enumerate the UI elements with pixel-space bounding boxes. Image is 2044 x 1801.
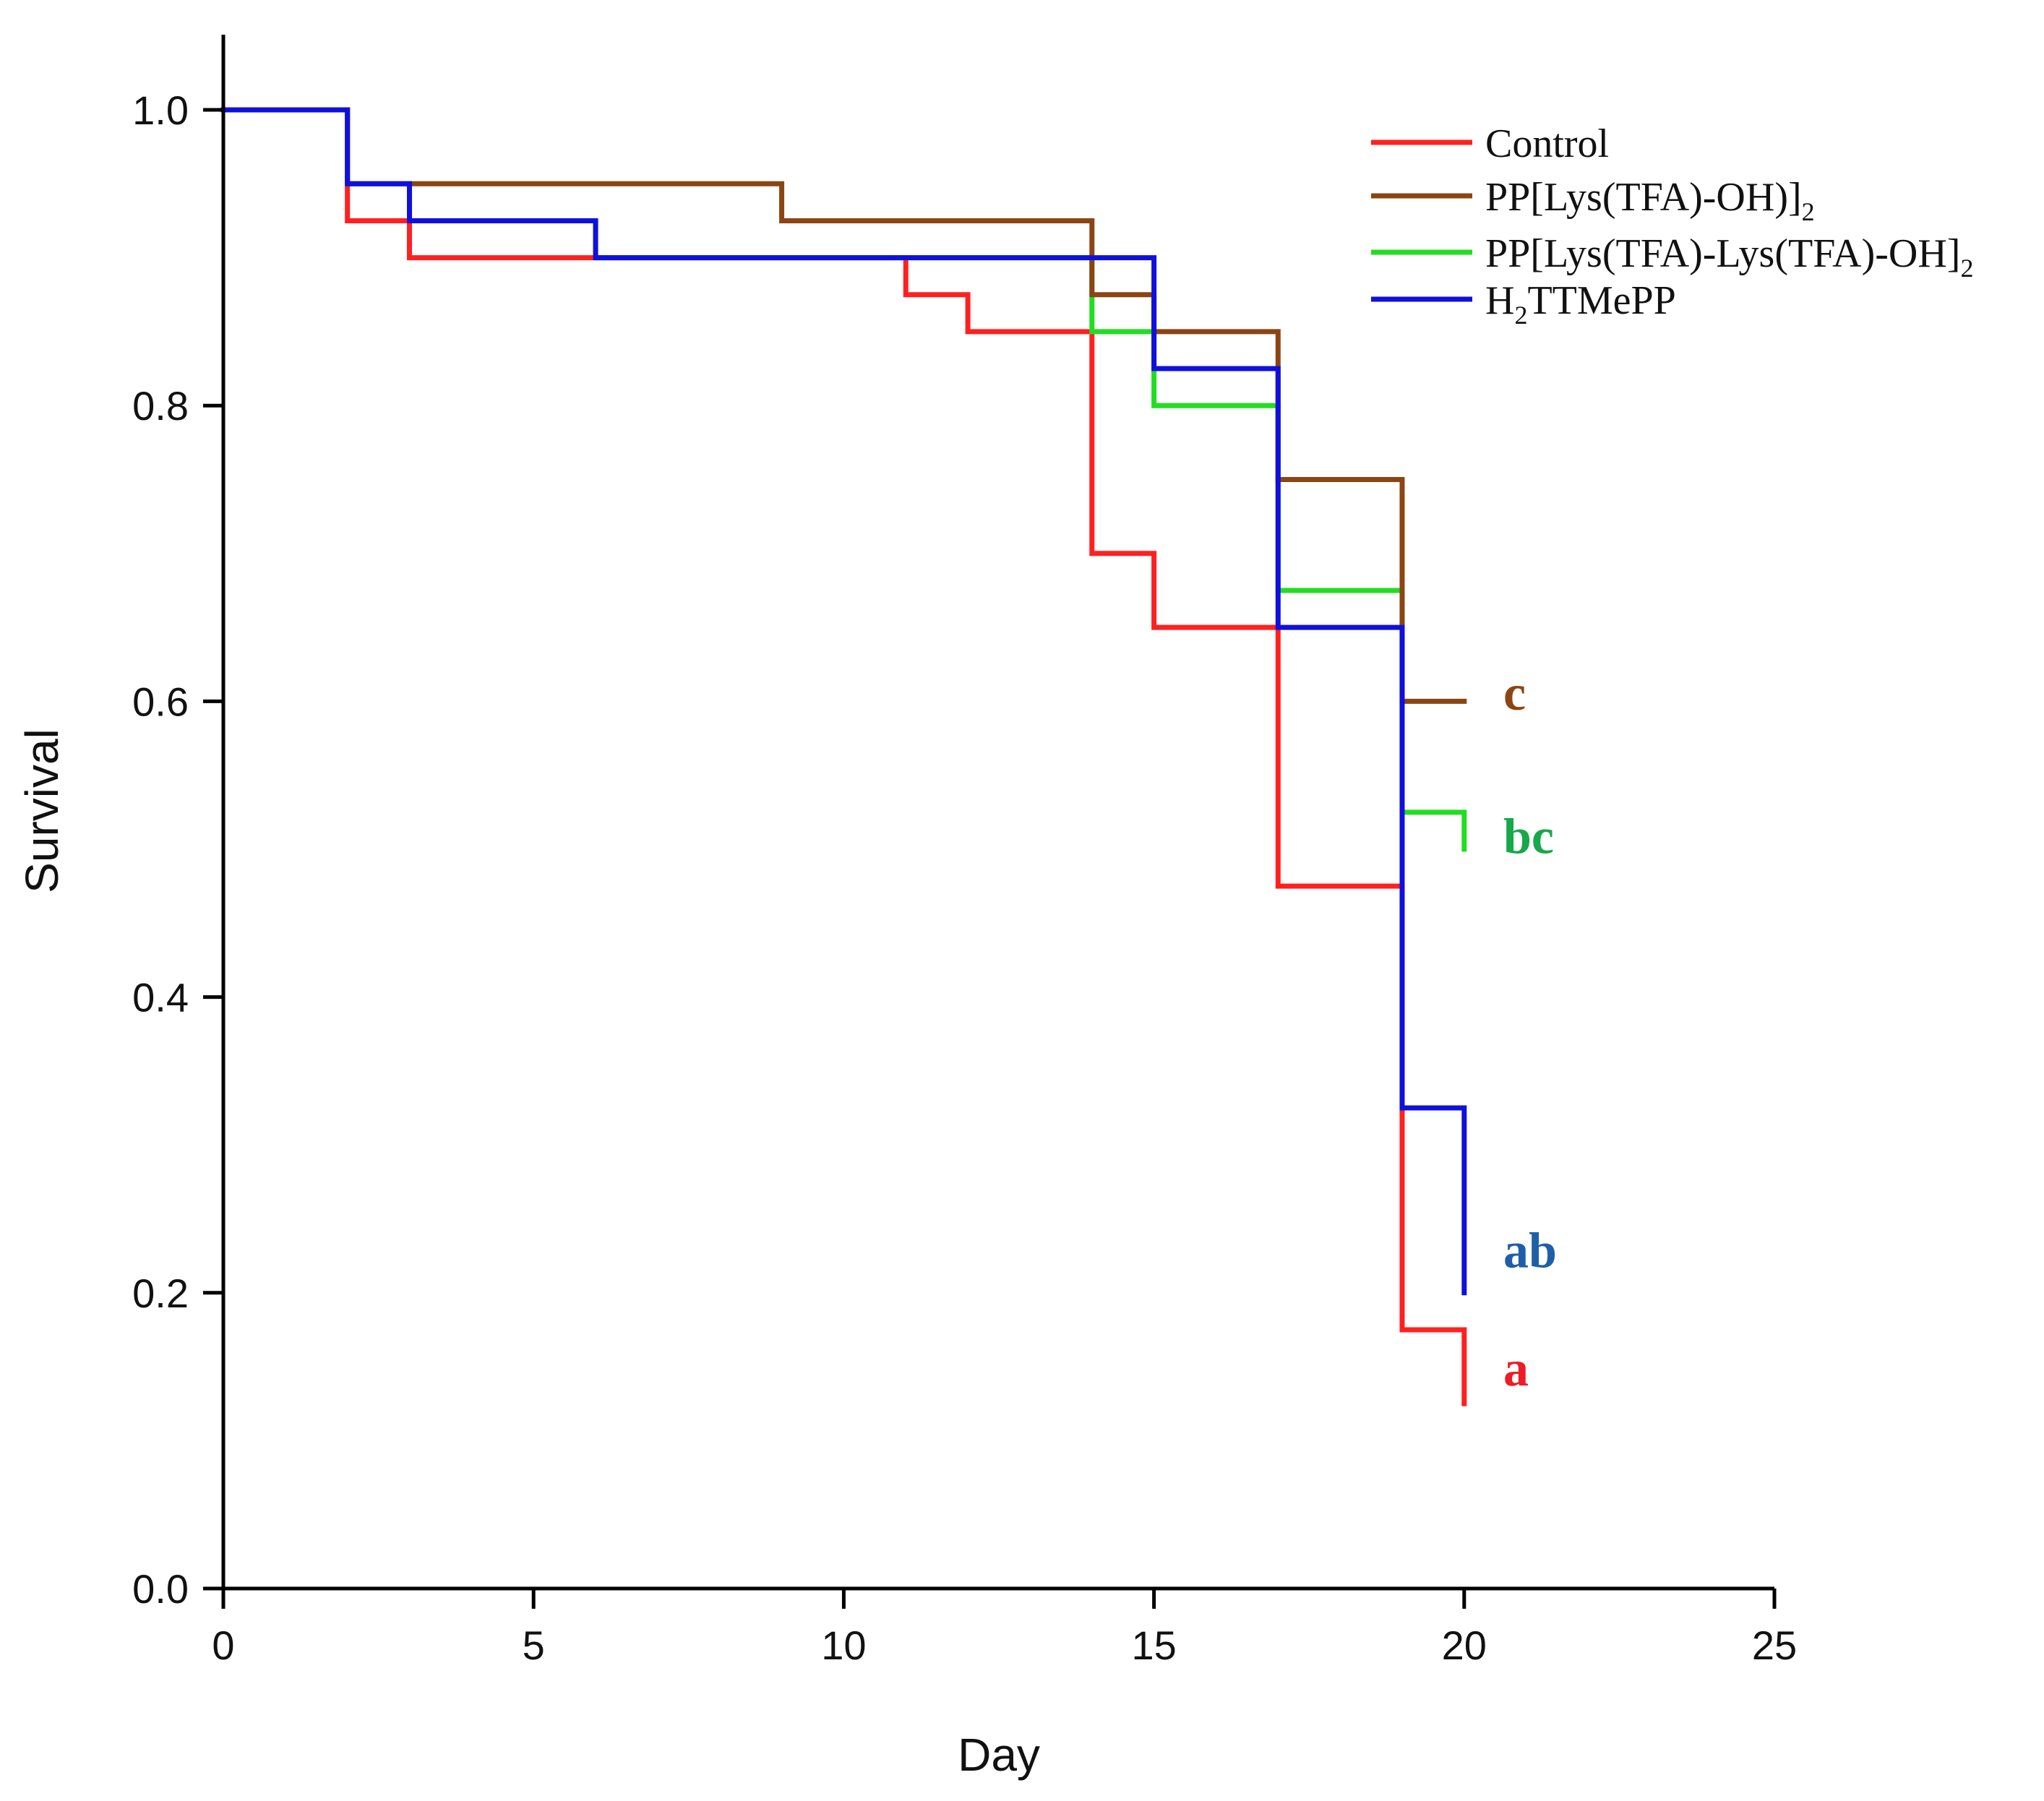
legend-text-part: Control [1485, 121, 1609, 166]
legend-label-3: PP[Lys(TFA)-Lys(TFA)-OH]2 [1485, 231, 1973, 283]
series-line-1 [220, 107, 1467, 1406]
series-line-4 [220, 107, 1467, 1296]
y-tick-label: 1.0 [132, 87, 189, 133]
significance-labels: a c bc ab [1503, 666, 1557, 1397]
legend-label-4: H2TTMePP [1485, 278, 1676, 330]
x-tick-label: 20 [1442, 1622, 1487, 1668]
legend-subscript: 2 [1514, 301, 1527, 330]
y-tick-label: 0.4 [132, 975, 189, 1020]
legend-text-part: TTMePP [1527, 278, 1675, 323]
y-tick-label: 0.6 [132, 679, 189, 724]
x-tick-label: 5 [523, 1622, 545, 1668]
legend-label-1: Control [1485, 121, 1609, 166]
y-axis-title: Survival [16, 728, 68, 893]
x-tick-label: 25 [1752, 1622, 1797, 1668]
significance-label-bc: bc [1503, 809, 1554, 865]
legend: ControlPP[Lys(TFA)-OH)]2PP[Lys(TFA)-Lys(… [1371, 121, 1973, 330]
legend-subscript: 2 [1960, 254, 1973, 283]
x-tick-label: 0 [212, 1622, 234, 1668]
legend-text-part: PP[Lys(TFA)-OH)] [1485, 175, 1802, 220]
significance-label-ab: ab [1503, 1224, 1557, 1279]
y-tick-label: 0.2 [132, 1271, 189, 1316]
ticks-layer: 0 5 10 15 20 25 0.0 0.2 0.4 0.6 0.8 1.0 [132, 87, 1797, 1668]
significance-label-c: c [1503, 666, 1526, 721]
series-line-2 [220, 107, 1467, 704]
x-tick-label: 10 [821, 1622, 866, 1668]
legend-text-part: PP[Lys(TFA)-Lys(TFA)-OH] [1485, 231, 1960, 276]
legend-text-part: H [1485, 278, 1514, 323]
legend-label-2: PP[Lys(TFA)-OH)]2 [1485, 175, 1815, 226]
x-tick-label: 15 [1131, 1622, 1176, 1668]
y-tick-label: 0.8 [132, 383, 189, 429]
legend-subscript: 2 [1802, 197, 1815, 226]
x-axis-title: Day [958, 1729, 1040, 1781]
axes-layer [221, 35, 1774, 1607]
y-tick-label: 0.0 [132, 1566, 189, 1612]
series-layer [220, 107, 1467, 1406]
significance-label-a: a [1503, 1341, 1529, 1397]
